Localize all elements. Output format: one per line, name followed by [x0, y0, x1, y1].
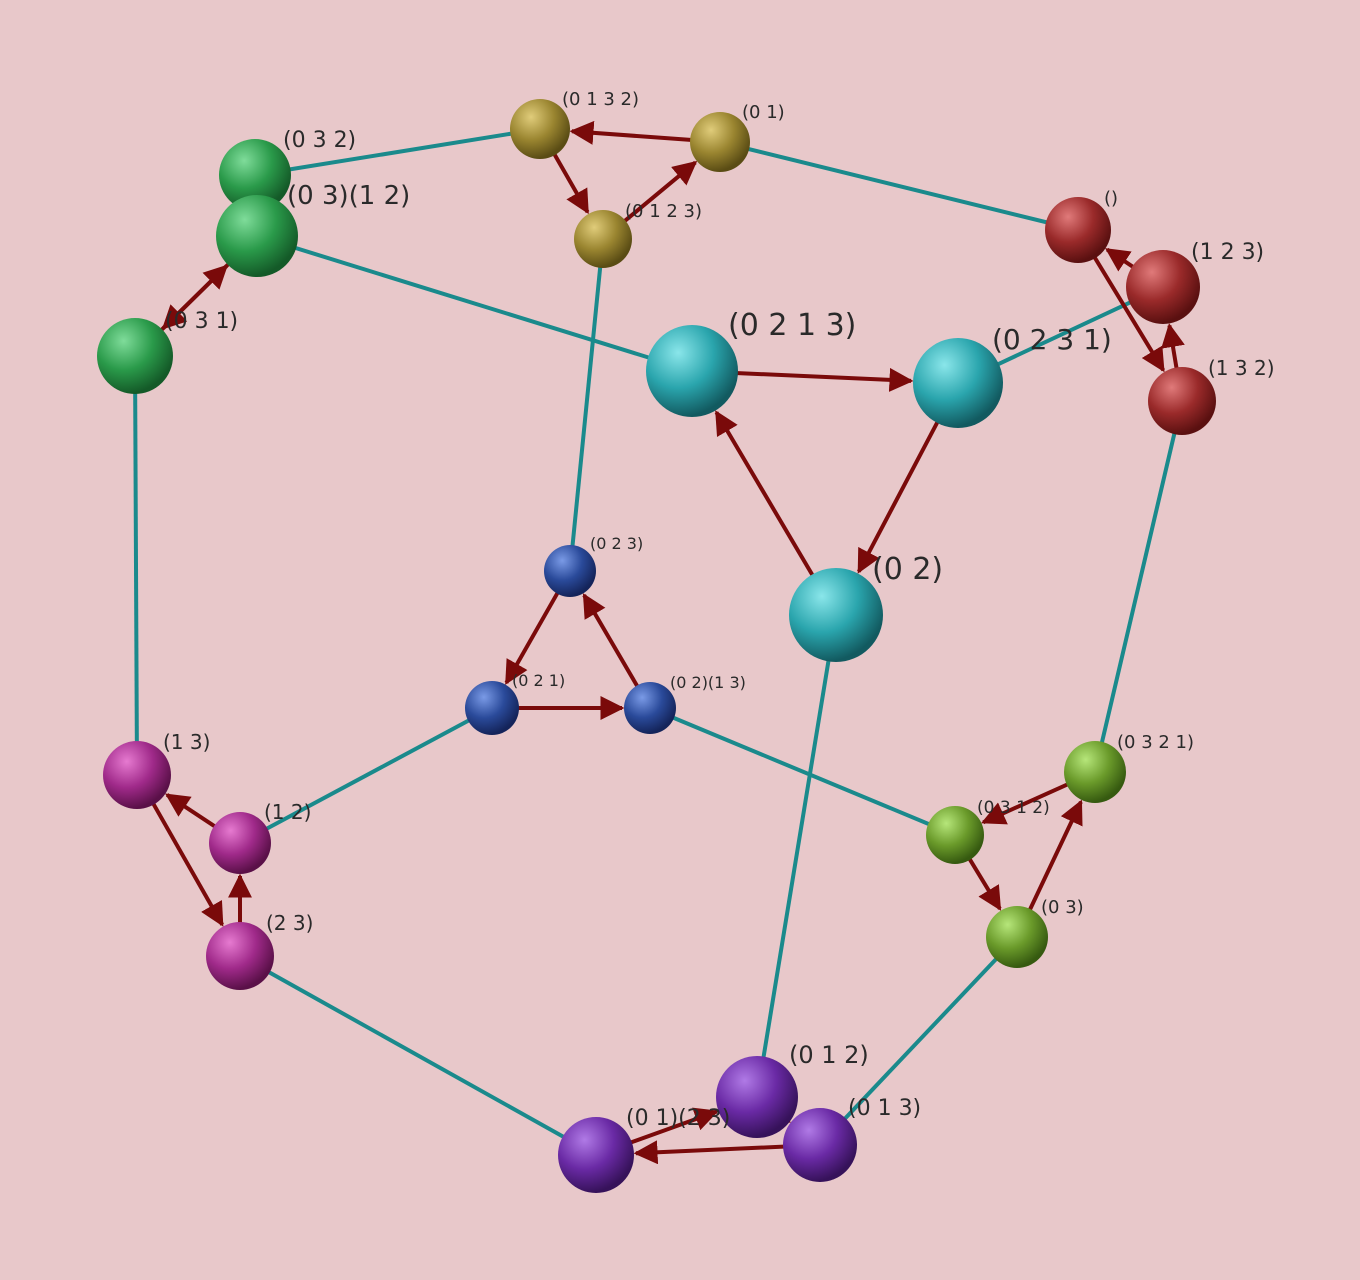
node-sphere[interactable]: [544, 545, 596, 597]
node-label: (0 3 1): [165, 309, 238, 334]
teal-edge: [818, 935, 1019, 1147]
arrow-edge: [147, 794, 224, 927]
node-sphere[interactable]: [926, 806, 984, 864]
node-sphere[interactable]: [103, 741, 171, 809]
node-sphere[interactable]: [1148, 367, 1216, 435]
arrow-edge: [582, 593, 643, 694]
arrow-edge: [161, 254, 238, 330]
node-label: (0 2)(1 3): [670, 673, 746, 692]
node-label: (0 1): [742, 102, 785, 123]
teal-edge: [1093, 400, 1184, 773]
node-label: (0 2 3): [590, 534, 643, 553]
node-label: (0 3 2 1): [1117, 732, 1194, 753]
node-label: (0 1)(2 3): [626, 1106, 730, 1131]
node-label: (0 1 3 2): [562, 89, 639, 110]
node-label: (0 1 3): [848, 1096, 921, 1121]
arrow-edge: [724, 367, 914, 392]
arrow-edge: [617, 160, 698, 228]
node-sphere[interactable]: [1064, 741, 1126, 803]
node-sphere[interactable]: [209, 812, 271, 874]
node-label: (0 3): [1041, 897, 1084, 918]
teal-edge: [239, 954, 597, 1157]
node-sphere[interactable]: [465, 681, 519, 735]
node-sphere[interactable]: [716, 1056, 798, 1138]
node-label: (1 3): [163, 730, 210, 754]
node-label: (1 2): [264, 800, 311, 824]
teal-edge: [133, 355, 139, 776]
arrow-edge: [1024, 799, 1083, 919]
node-label: (0 3 2): [283, 128, 356, 153]
arrow-edge: [857, 409, 946, 574]
arrow-edge: [569, 120, 700, 145]
node-sphere[interactable]: [558, 1117, 634, 1193]
node-sphere[interactable]: [216, 195, 298, 277]
teal-edge: [568, 238, 605, 572]
arrow-edge: [963, 851, 1002, 911]
node-sphere[interactable]: [624, 682, 676, 734]
node-sphere[interactable]: [206, 922, 274, 990]
arrow-edge: [504, 585, 563, 685]
node-sphere[interactable]: [219, 139, 291, 211]
node-label: (0 1 2 3): [625, 201, 702, 222]
arrow-edge: [633, 1140, 795, 1165]
node-sphere[interactable]: [1045, 197, 1111, 263]
teal-edge: [719, 140, 1079, 232]
teal-edge: [239, 706, 493, 845]
node-label: (): [1104, 188, 1118, 209]
node-sphere[interactable]: [913, 338, 1003, 428]
node-sphere[interactable]: [1126, 250, 1200, 324]
node-sphere[interactable]: [789, 568, 883, 662]
node-sphere[interactable]: [574, 210, 632, 268]
node-labels: (0 3 2)(0 3)(1 2)(0 3 1)(0 1 3 2)(0 1)(0…: [163, 89, 1275, 1131]
node-sphere[interactable]: [783, 1108, 857, 1182]
node-label: (1 3 2): [1208, 356, 1275, 380]
node-label: (0 1 2): [789, 1041, 869, 1069]
node-label: (0 2 1 3): [728, 308, 856, 343]
teal-edge: [649, 706, 956, 837]
node-label: (0 3)(1 2): [287, 181, 410, 211]
node-label: (0 2 1): [512, 671, 565, 690]
arrow-edge: [165, 793, 223, 833]
node-sphere[interactable]: [690, 112, 750, 172]
teal-edge: [256, 234, 693, 373]
node-sphere[interactable]: [646, 325, 738, 417]
arrow-edge: [620, 1107, 719, 1148]
teal-edge: [254, 127, 541, 177]
node-label: (1 2 3): [1191, 240, 1264, 265]
node-sphere[interactable]: [986, 906, 1048, 968]
teal-edges: [133, 127, 1184, 1157]
teal-edge: [755, 614, 838, 1098]
node-label: (0 2): [872, 552, 943, 587]
arrow-edges: [147, 120, 1185, 1165]
arrow-edge: [1088, 248, 1166, 373]
arrow-edge: [981, 779, 1077, 825]
node-label: (2 3): [266, 911, 313, 935]
arrow-edge: [714, 410, 822, 588]
arrow-edge: [548, 146, 590, 215]
nodes: [97, 99, 1216, 1193]
node-label: (0 2 3 1): [992, 323, 1112, 356]
node-label: (0 3 1 2): [977, 798, 1050, 818]
node-sphere[interactable]: [97, 318, 173, 394]
node-sphere[interactable]: [510, 99, 570, 159]
